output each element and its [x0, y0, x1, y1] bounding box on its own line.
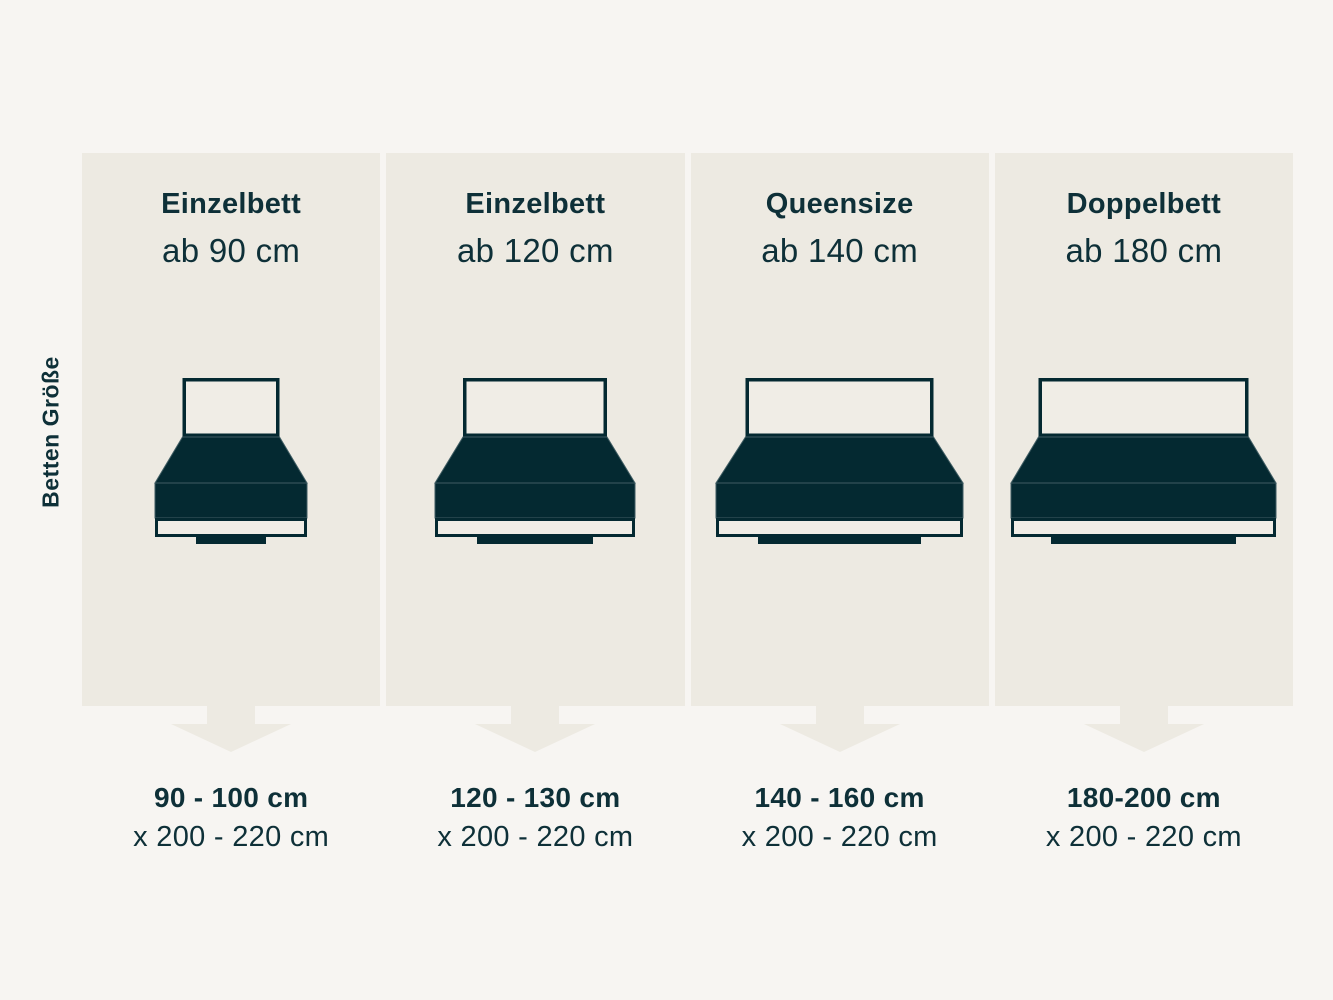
bed-min-width: ab 180 cm — [1065, 231, 1223, 269]
bed-min-width: ab 120 cm — [456, 231, 614, 269]
length-range: x 200 - 220 cm — [741, 821, 938, 854]
panel: Queensize ab 140 cm — [690, 153, 989, 706]
panel: Doppelbett ab 180 cm — [994, 153, 1293, 706]
size-columns: Einzelbett ab 90 cm 90 - 100 cm x 200 - … — [82, 153, 1293, 858]
bed-type-title: Queensize — [765, 188, 914, 220]
size-labels: 180-200 cm x 200 - 220 cm — [1046, 778, 1242, 858]
vertical-axis-label: Betten Größe — [37, 356, 64, 508]
double-bed-illustration — [995, 378, 1293, 545]
length-range: x 200 - 220 cm — [1045, 821, 1242, 854]
column-einzelbett-90: Einzelbett ab 90 cm 90 - 100 cm x 200 - … — [82, 153, 381, 858]
length-range: x 200 - 220 cm — [133, 821, 330, 854]
size-labels: 140 - 160 cm x 200 - 220 cm — [742, 778, 938, 858]
length-range: x 200 - 220 cm — [437, 821, 634, 854]
single-bed-illustration — [82, 378, 380, 545]
column-queensize-140: Queensize ab 140 cm 140 - 160 cm x 200 -… — [690, 153, 989, 858]
bed-min-width: ab 140 cm — [761, 231, 919, 269]
arrow-down-icon — [1083, 706, 1204, 752]
bed-min-width: ab 90 cm — [162, 231, 301, 269]
arrow-down-icon — [475, 706, 596, 752]
bed-type-title: Einzelbett — [465, 188, 606, 220]
arrow-down-icon — [171, 706, 292, 752]
size-labels: 120 - 130 cm x 200 - 220 cm — [437, 778, 633, 858]
panel: Einzelbett ab 90 cm — [82, 153, 381, 706]
width-range: 120 - 130 cm — [450, 782, 621, 813]
column-doppelbett-180: Doppelbett ab 180 cm 180-200 cm x 200 - … — [994, 153, 1293, 858]
bed-type-title: Einzelbett — [161, 188, 302, 220]
panel: Einzelbett ab 120 cm — [386, 153, 685, 706]
single-bed-illustration — [386, 378, 684, 545]
bed-type-title: Doppelbett — [1066, 188, 1222, 220]
width-range: 180-200 cm — [1066, 782, 1221, 813]
width-range: 90 - 100 cm — [153, 782, 309, 813]
column-einzelbett-120: Einzelbett ab 120 cm 120 - 130 cm x 200 … — [386, 153, 685, 858]
width-range: 140 - 160 cm — [754, 782, 925, 813]
queensize-bed-illustration — [691, 378, 989, 545]
size-labels: 90 - 100 cm x 200 - 220 cm — [133, 778, 329, 858]
arrow-down-icon — [779, 706, 900, 752]
